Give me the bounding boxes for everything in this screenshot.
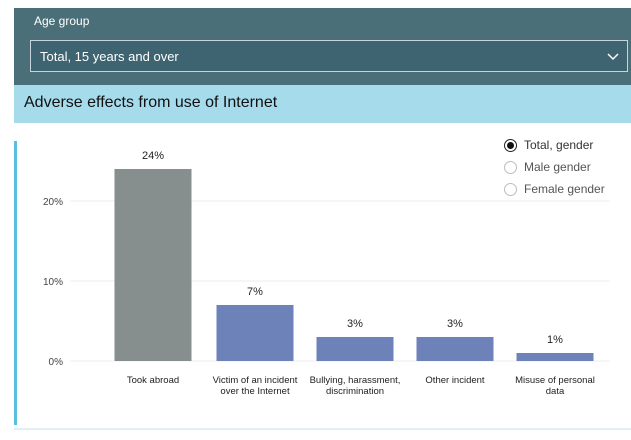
age-group-dropdown[interactable]: Total, 15 years and over bbox=[30, 40, 628, 72]
bar[interactable] bbox=[516, 353, 594, 361]
x-category-label: Victim of an incident over the Internet bbox=[212, 375, 298, 397]
bar[interactable] bbox=[114, 169, 192, 361]
age-group-selected-value: Total, 15 years and over bbox=[40, 49, 179, 64]
radio-selected-icon[interactable] bbox=[504, 138, 517, 152]
legend-option-2[interactable]: Female gender bbox=[504, 178, 631, 200]
x-category-label: Misuse of personal data bbox=[515, 375, 595, 397]
radio-unselected-icon[interactable] bbox=[504, 182, 517, 196]
legend-option-0[interactable]: Total, gender bbox=[504, 134, 631, 156]
legend-option-label: Male gender bbox=[524, 160, 591, 174]
bottom-divider bbox=[14, 428, 631, 430]
gender-legend: Total, gender Male gender Female gender bbox=[504, 134, 631, 200]
legend-option-label: Total, gender bbox=[524, 138, 594, 152]
y-tick-label: 10% bbox=[43, 277, 63, 288]
age-group-filter-panel: Age group Total, 15 years and over bbox=[14, 8, 631, 85]
data-label: 3% bbox=[447, 318, 463, 330]
age-group-label: Age group bbox=[34, 14, 90, 28]
data-label: 7% bbox=[247, 286, 263, 298]
data-label: 1% bbox=[547, 334, 563, 346]
chart-title: Adverse effects from use of Internet bbox=[24, 94, 278, 111]
bar[interactable] bbox=[316, 337, 394, 361]
data-label: 3% bbox=[347, 318, 363, 330]
legend-option-label: Female gender bbox=[524, 182, 605, 196]
radio-unselected-icon[interactable] bbox=[504, 160, 517, 174]
x-category-label: Other incident bbox=[425, 375, 485, 386]
legend-option-1[interactable]: Male gender bbox=[504, 156, 631, 178]
bar[interactable] bbox=[216, 305, 294, 361]
x-category-label: Bullying, harassment, discrimination bbox=[309, 375, 401, 397]
bar[interactable] bbox=[416, 337, 494, 361]
x-category-label: Took abroad bbox=[126, 375, 180, 386]
chevron-down-icon[interactable] bbox=[605, 48, 621, 64]
left-accent-rule bbox=[14, 141, 17, 425]
y-tick-label: 0% bbox=[49, 357, 64, 368]
y-tick-label: 20% bbox=[43, 197, 63, 208]
chart-title-bar: Adverse effects from use of Internet bbox=[14, 85, 631, 123]
data-label: 24% bbox=[142, 150, 164, 162]
